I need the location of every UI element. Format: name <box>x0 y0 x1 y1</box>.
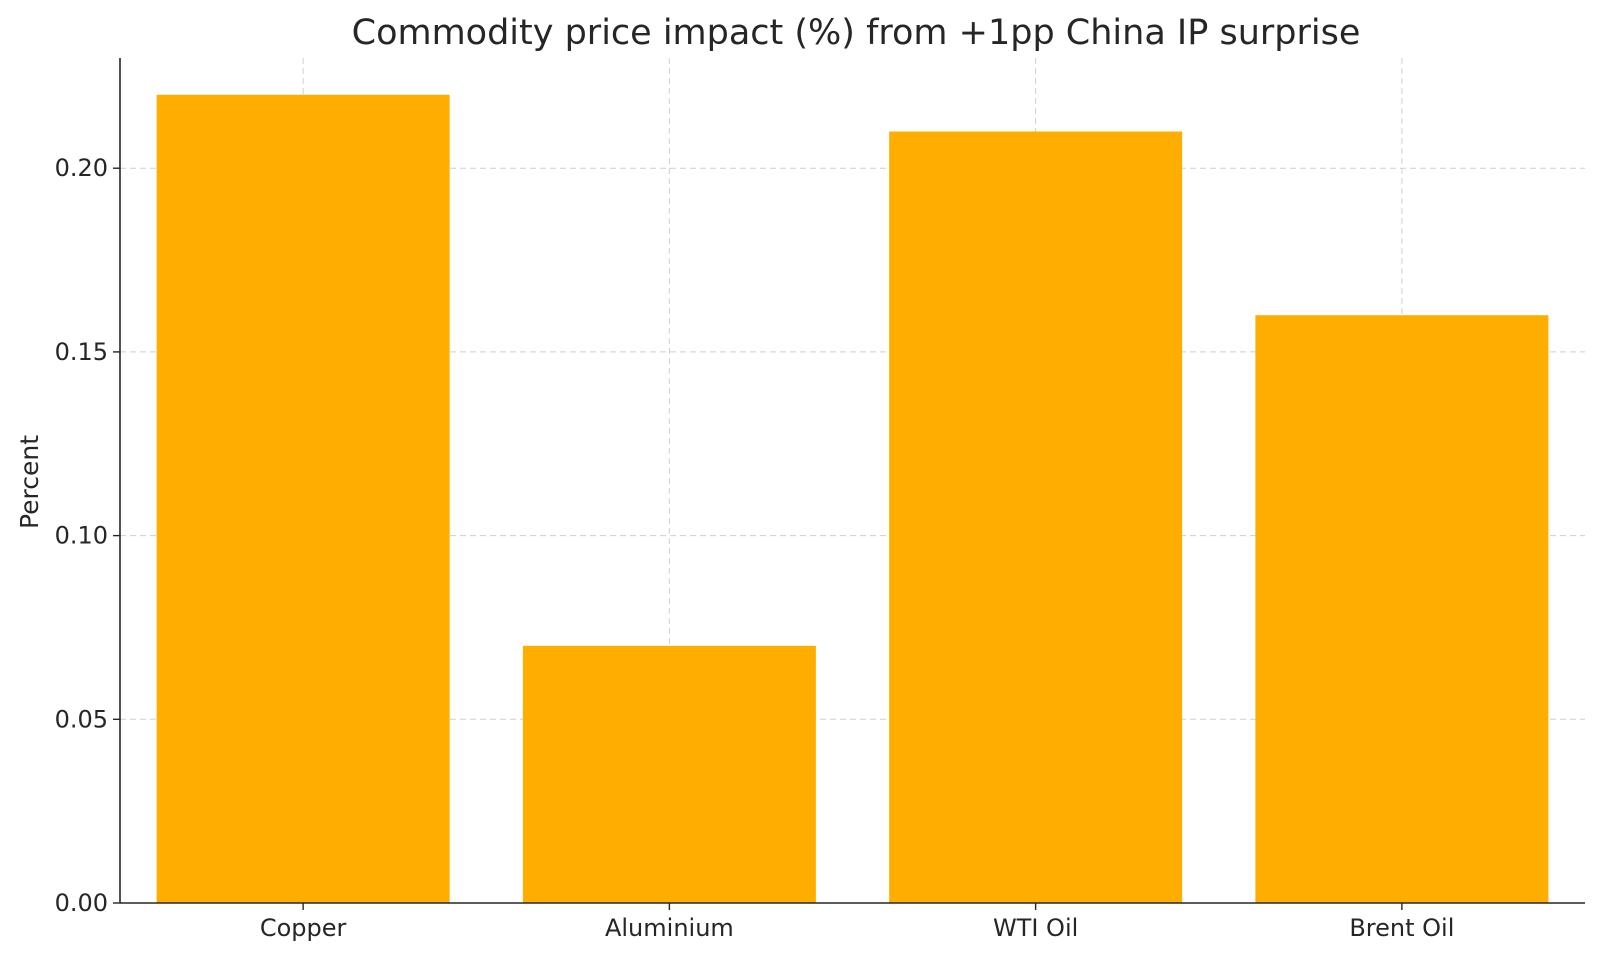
bar-wti-oil <box>889 131 1183 903</box>
axes <box>119 58 1585 904</box>
bar-copper <box>156 94 450 903</box>
x-tick-label: WTI Oil <box>993 914 1078 942</box>
x-tick-label: Aluminium <box>605 914 734 942</box>
x-tick-label: Brent Oil <box>1349 914 1454 942</box>
bar-aluminium <box>522 645 816 903</box>
bars <box>156 94 1549 903</box>
y-axis-label: Percent <box>15 435 44 529</box>
y-tick-label: 0.05 <box>55 705 108 733</box>
y-tick-label: 0.15 <box>55 338 108 366</box>
y-tick-label: 0.00 <box>55 889 108 917</box>
y-tick-label: 0.20 <box>55 154 108 182</box>
y-axis-ticks: 0.00 0.05 0.10 0.15 0.20 <box>55 154 120 917</box>
chart-title: Commodity price impact (%) from +1pp Chi… <box>352 13 1361 53</box>
bar-brent-oil <box>1255 315 1549 903</box>
x-tick-label: Copper <box>260 914 347 942</box>
x-axis-ticks: Copper Aluminium WTI Oil Brent Oil <box>260 903 1454 942</box>
y-tick-label: 0.10 <box>55 522 108 550</box>
